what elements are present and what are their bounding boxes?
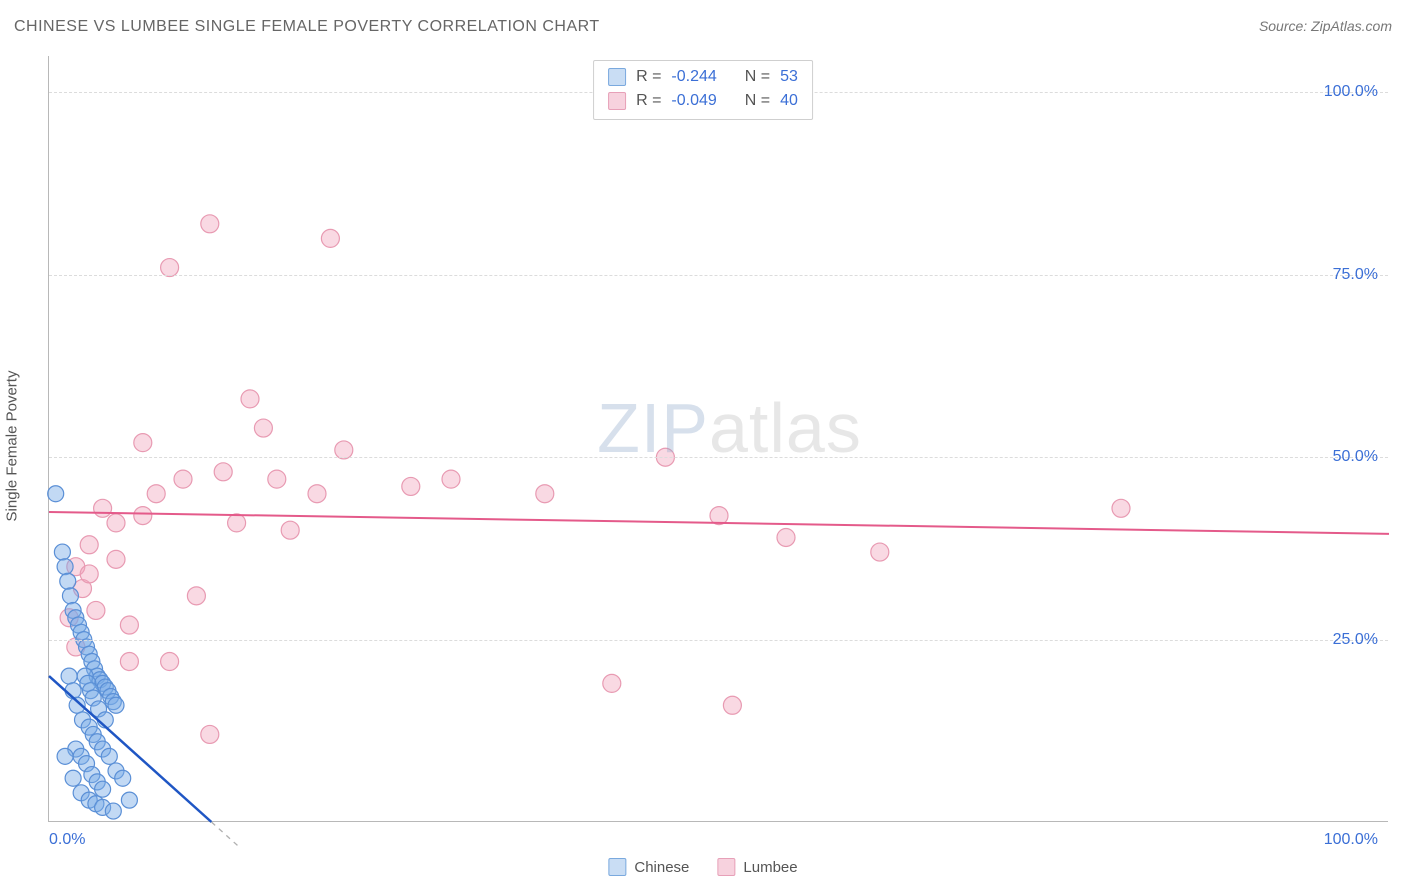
plot-area: 0.0% 100.0% 25.0%50.0%75.0%100.0% <box>48 56 1388 822</box>
chart-title: CHINESE VS LUMBEE SINGLE FEMALE POVERTY … <box>14 18 600 35</box>
data-point <box>95 781 111 797</box>
data-point <box>134 434 152 452</box>
data-point <box>65 770 81 786</box>
gridline <box>49 457 1388 458</box>
data-point <box>871 543 889 561</box>
data-point <box>107 550 125 568</box>
data-point <box>101 748 117 764</box>
x-tick-min: 0.0% <box>49 831 85 849</box>
data-point <box>60 573 76 589</box>
x-tick-max: 100.0% <box>1324 831 1378 849</box>
data-point <box>57 559 73 575</box>
data-point <box>201 215 219 233</box>
data-point <box>603 674 621 692</box>
correlation-legend: R = -0.244 N = 53 R = -0.049 N = 40 <box>593 60 813 120</box>
data-point <box>442 470 460 488</box>
data-point <box>120 653 138 671</box>
data-point <box>147 485 165 503</box>
data-point <box>62 588 78 604</box>
legend-item-chinese: Chinese <box>608 858 689 876</box>
gridline <box>49 275 1388 276</box>
data-point <box>94 499 112 517</box>
y-tick-label: 50.0% <box>1333 448 1378 466</box>
swatch-chinese-bottom <box>608 858 626 876</box>
data-point <box>61 668 77 684</box>
swatch-lumbee <box>608 92 626 110</box>
data-point <box>777 528 795 546</box>
legend-item-lumbee: Lumbee <box>717 858 797 876</box>
data-point <box>723 696 741 714</box>
swatch-lumbee-bottom <box>717 858 735 876</box>
y-tick-label: 100.0% <box>1324 83 1378 101</box>
data-point <box>228 514 246 532</box>
data-point <box>87 601 105 619</box>
series-legend: Chinese Lumbee <box>608 858 797 876</box>
chart-source: Source: ZipAtlas.com <box>1259 18 1392 34</box>
data-point <box>115 770 131 786</box>
data-point <box>120 616 138 634</box>
gridline <box>49 640 1388 641</box>
data-point <box>108 697 124 713</box>
data-point <box>48 486 64 502</box>
data-point <box>241 390 259 408</box>
data-point <box>536 485 554 503</box>
data-point <box>187 587 205 605</box>
legend-row-lumbee: R = -0.049 N = 40 <box>608 89 798 113</box>
data-point <box>174 470 192 488</box>
data-point <box>268 470 286 488</box>
data-point <box>161 653 179 671</box>
y-tick-label: 75.0% <box>1333 266 1378 284</box>
data-point <box>107 514 125 532</box>
y-tick-label: 25.0% <box>1333 631 1378 649</box>
data-point <box>54 544 70 560</box>
data-point <box>321 229 339 247</box>
data-point <box>201 725 219 743</box>
chart-header: CHINESE VS LUMBEE SINGLE FEMALE POVERTY … <box>14 18 1392 42</box>
swatch-chinese <box>608 68 626 86</box>
data-point <box>214 463 232 481</box>
y-axis-label: Single Female Poverty <box>4 371 21 522</box>
scatter-plot-svg <box>49 56 1388 821</box>
data-point <box>105 803 121 819</box>
data-point <box>254 419 272 437</box>
data-point <box>402 477 420 495</box>
data-point <box>134 507 152 525</box>
data-point <box>281 521 299 539</box>
data-point <box>121 792 137 808</box>
data-point <box>308 485 326 503</box>
data-point <box>1112 499 1130 517</box>
data-point <box>80 565 98 583</box>
data-point <box>57 748 73 764</box>
legend-row-chinese: R = -0.244 N = 53 <box>608 65 798 89</box>
data-point <box>80 536 98 554</box>
data-point <box>335 441 353 459</box>
